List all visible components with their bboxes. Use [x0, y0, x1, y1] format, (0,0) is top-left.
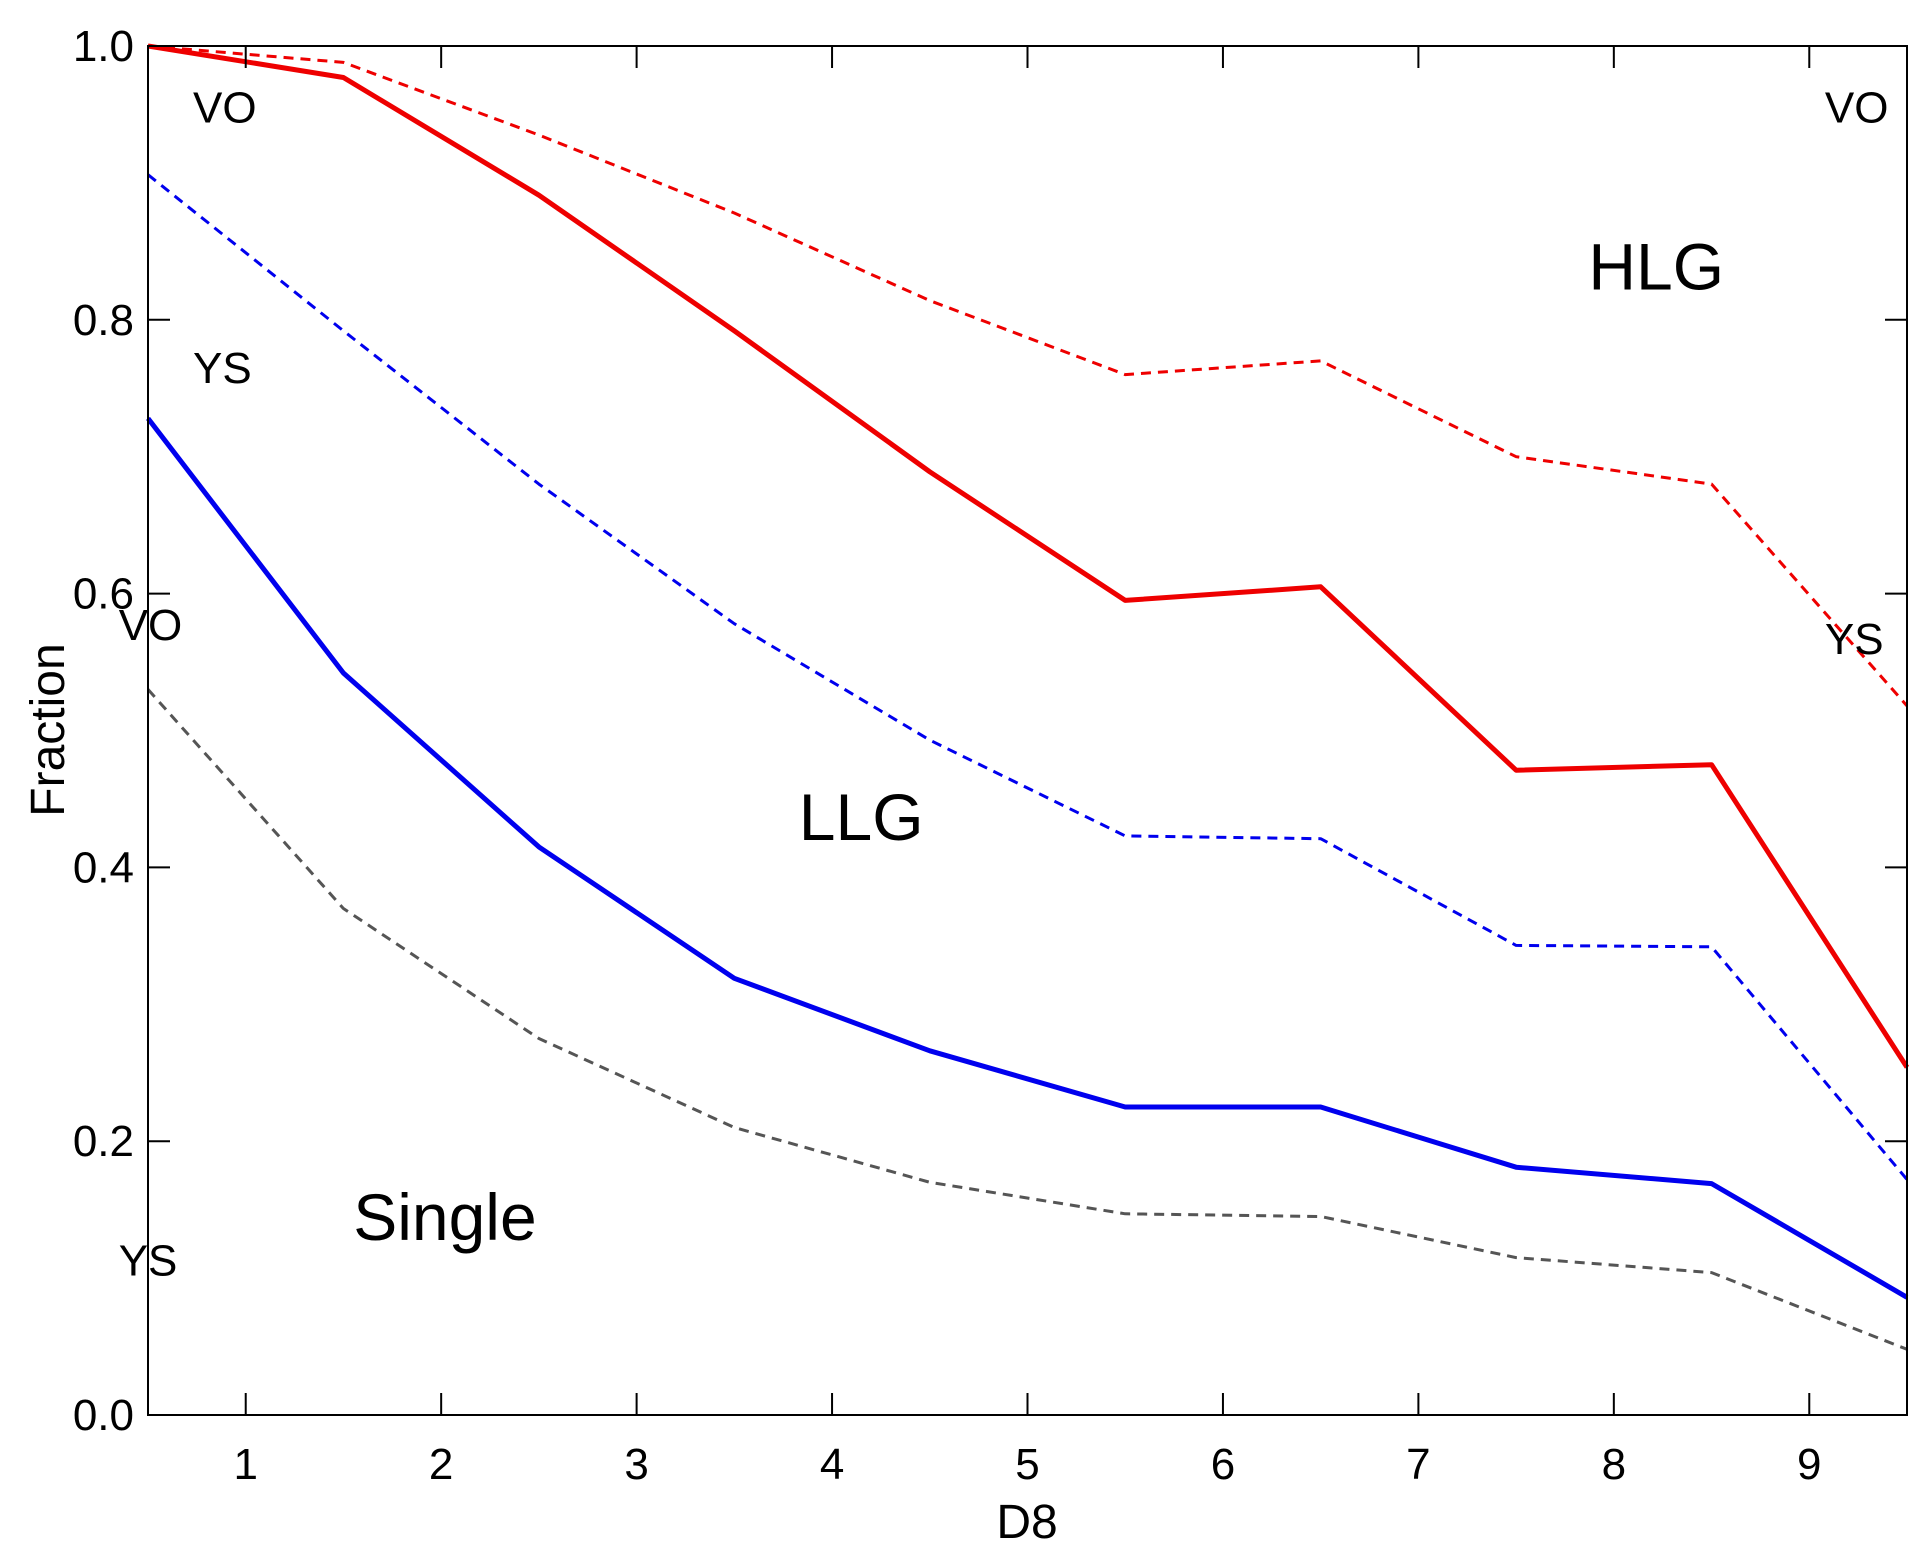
y-tick-label: 0.4 [73, 843, 134, 892]
y-tick-label: 1.0 [73, 22, 134, 71]
annotation-hlg: HLG [1588, 230, 1724, 304]
x-tick-label: 3 [624, 1440, 648, 1489]
annotation-vo: VO [119, 601, 183, 650]
series-layer [146, 43, 1910, 1351]
x-tick-label: 8 [1602, 1440, 1626, 1489]
y-tick-label: 0.8 [73, 296, 134, 345]
annotation-ys: YS [1825, 615, 1884, 664]
tick-layer: 1 2 3 4 5 6 7 8 9 0.0 0.2 0.4 0.6 0.8 1.0 [73, 22, 1907, 1489]
x-tick-label: 5 [1015, 1440, 1039, 1489]
x-tick-label: 9 [1797, 1440, 1821, 1489]
annotation-vo: VO [193, 84, 257, 133]
x-tick-label: 2 [429, 1440, 453, 1489]
series-line-2 [147, 173, 1909, 1181]
y-axis-title: Fraction [22, 643, 75, 816]
y-tick-label: 0.0 [73, 1391, 134, 1440]
x-tick-label: 6 [1211, 1440, 1235, 1489]
annotation-layer: VO YS VO YS VO YS HLG LLG Single [119, 84, 1889, 1286]
x-tick-label: 4 [820, 1440, 844, 1489]
x-tick-label: 7 [1406, 1440, 1430, 1489]
x-tick-label: 1 [233, 1440, 257, 1489]
annotation-vo: VO [1825, 84, 1889, 133]
annotation-ys: YS [193, 344, 252, 393]
series-line-1 [146, 416, 1909, 1300]
series-line-3 [147, 43, 1910, 1069]
series-line-0 [146, 688, 1908, 1351]
annotation-single: Single [353, 1180, 536, 1254]
annotation-ys: YS [119, 1236, 178, 1285]
annotation-llg: LLG [799, 780, 924, 854]
series-line-4 [147, 44, 1909, 707]
y-tick-label: 0.2 [73, 1117, 134, 1166]
y-tick-label: 0.6 [73, 570, 134, 619]
x-axis-title: D8 [996, 1496, 1057, 1549]
